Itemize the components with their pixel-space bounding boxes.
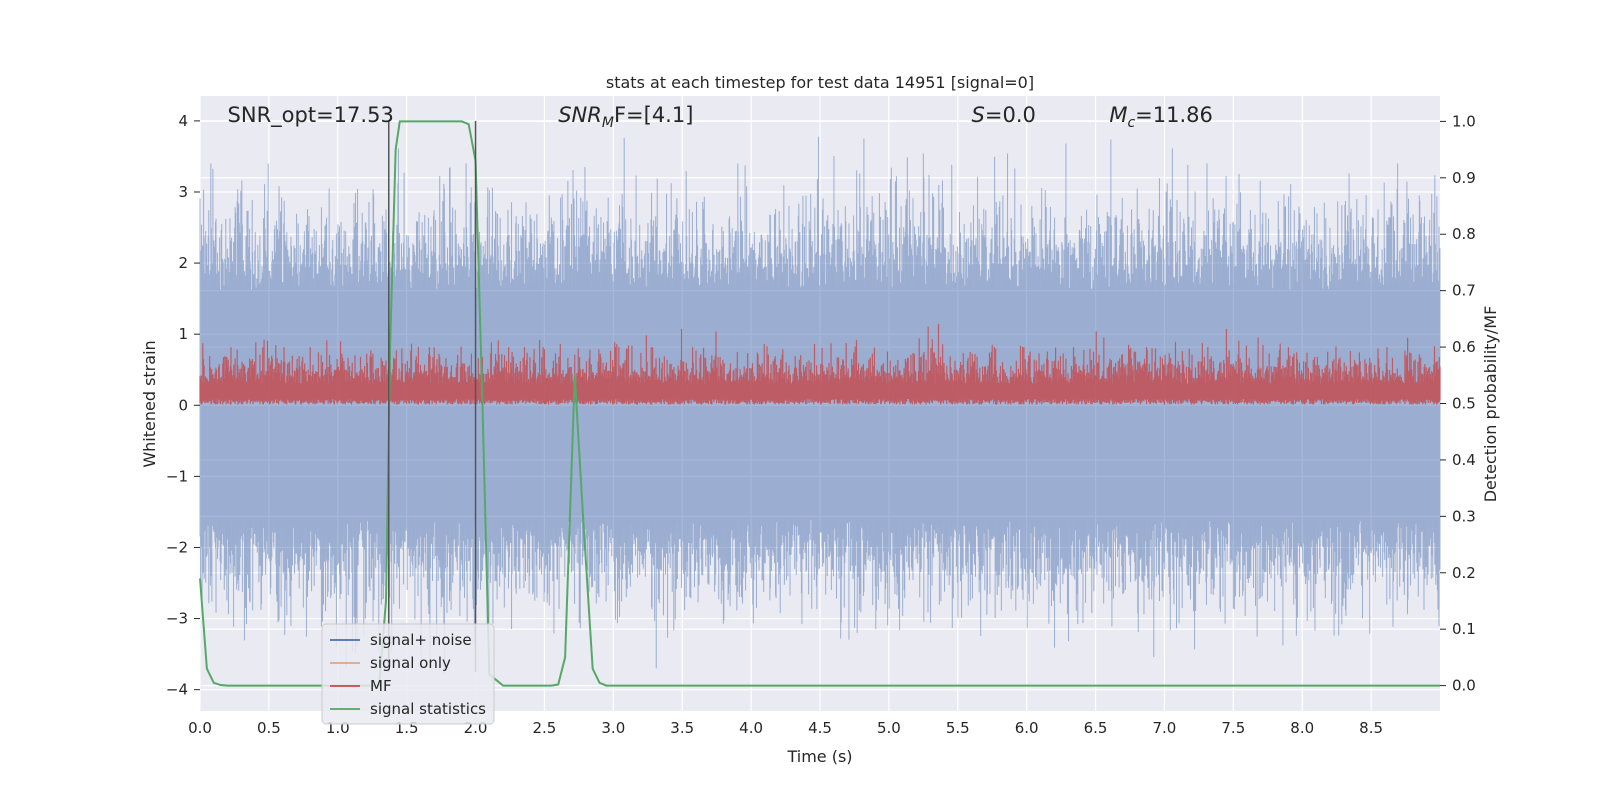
x-tick-label: 5.5: [946, 719, 970, 737]
annotation: Mc=11.86: [1109, 103, 1213, 131]
annotation: SNR_opt=17.53: [228, 103, 394, 128]
y-tick-label: −1: [166, 467, 188, 485]
x-tick-label: 4.0: [739, 719, 763, 737]
x-tick-label: 8.0: [1290, 719, 1314, 737]
y-right-tick-label: 0.2: [1452, 564, 1476, 582]
annotation: SNRMF=[4.1]: [558, 103, 693, 131]
legend-entry: signal+ noise: [370, 631, 472, 649]
y-right-tick-label: 1.0: [1452, 112, 1476, 130]
legend-box: [321, 623, 495, 725]
x-tick-label: 5.0: [877, 719, 901, 737]
y-tick-label: −3: [166, 610, 188, 628]
x-tick-label: 4.5: [808, 719, 832, 737]
x-tick-label: 2.5: [533, 719, 557, 737]
y-right-tick-label: 0.3: [1452, 507, 1476, 525]
y-tick-label: −2: [166, 538, 188, 556]
annotations: SNR_opt=17.53 SNRMF=[4.1] S=0.0 Mc=11.86: [228, 103, 1213, 131]
x-tick-label: 3.5: [670, 719, 694, 737]
y-right-tick-label: 0.7: [1452, 282, 1476, 300]
x-tick-label: 0.5: [257, 719, 281, 737]
x-tick-label: 6.5: [1084, 719, 1108, 737]
y-tick-label: 1: [178, 325, 188, 343]
y-tick-label: −4: [166, 681, 188, 699]
legend-entry: MF: [370, 677, 392, 695]
annotation: S=0.0: [972, 103, 1036, 127]
x-tick-label: 7.5: [1221, 719, 1245, 737]
y-tick-label: 2: [178, 254, 188, 272]
x-tick-label: 7.0: [1153, 719, 1177, 737]
y-right-tick-label: 0.6: [1452, 338, 1476, 356]
y-right-tick-label: 0.1: [1452, 620, 1476, 638]
x-tick-label: 0.0: [188, 719, 212, 737]
x-tick-label: 3.0: [601, 719, 625, 737]
ticks-layer: 0.0 0.5 1.0 1.5 2.0 2.5 3.0 3.5 4.0 4.5 5.0 5.5 6.0 6…: [166, 112, 1476, 737]
x-axis-label: Time (s): [786, 747, 852, 766]
y-tick-label: 4: [178, 112, 188, 130]
y-right-tick-label: 0.5: [1452, 395, 1476, 413]
y-right-tick-label: 0.4: [1452, 451, 1476, 469]
x-tick-label: 8.5: [1359, 719, 1383, 737]
y-axis-label-right: Detection probability/MF: [1481, 306, 1500, 503]
vertical-markers: [388, 120, 477, 672]
series-signal-statistics: [199, 120, 1440, 687]
x-tick-label: 6.0: [1015, 719, 1039, 737]
y-axis-label: Whitened strain: [140, 340, 159, 467]
y-right-tick-label: 0.8: [1452, 225, 1476, 243]
legend-entry: signal only: [370, 654, 451, 672]
y-tick-label: 3: [178, 183, 188, 201]
legend: signal+ noise signal only MF signal statist…: [321, 623, 495, 725]
legend-entry: signal statistics: [370, 700, 486, 718]
y-tick-label: 0: [178, 396, 188, 414]
y-right-tick-label: 0.9: [1452, 169, 1476, 187]
chart-title: stats at each timestep for test data 149…: [606, 73, 1034, 92]
y-right-tick-label: 0.0: [1452, 677, 1476, 695]
